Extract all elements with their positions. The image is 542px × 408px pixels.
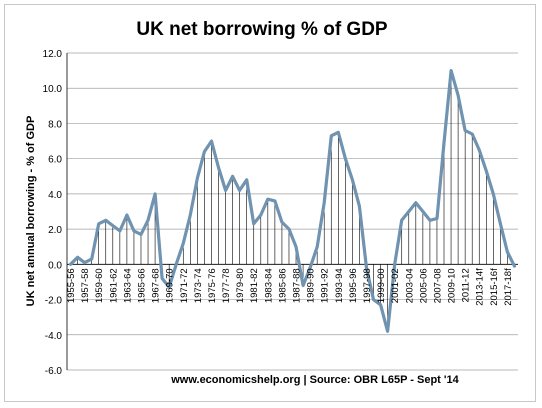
x-tick-label: 2007-08: [433, 268, 444, 303]
x-tick-label: 2005-06: [418, 268, 429, 303]
x-tick-label: 1995-96: [348, 268, 359, 303]
y-tick-label: 0.0: [48, 260, 62, 271]
x-tick-label: 2001-02: [390, 268, 401, 303]
x-tick-label: 1987-88: [292, 268, 303, 303]
x-tick-label: 1989-90: [306, 268, 317, 303]
series-line: [68, 68, 517, 333]
x-tick-label: 1965-66: [137, 268, 148, 303]
x-tick-label: 1959-60: [94, 268, 105, 303]
source-note: www.economicshelp.org | Source: OBR L65P…: [170, 374, 459, 386]
x-tick-label: 1975-76: [207, 268, 218, 303]
x-tick-label: 1997-98: [362, 268, 373, 303]
x-tick-label: 1979-80: [235, 268, 246, 303]
x-tick-label: 2003-04: [404, 268, 415, 303]
x-tick-label: 1983-84: [263, 268, 274, 303]
chart-title: UK net borrowing % of GDP: [136, 19, 388, 40]
chart-frame: [4, 4, 536, 402]
y-tick-label: -2.0: [45, 296, 63, 307]
x-tick-label: 1973-74: [193, 268, 204, 303]
x-tick-label: 1981-82: [249, 268, 260, 303]
y-tick-label: 8.0: [48, 119, 62, 130]
y-tick-label: 2.0: [48, 225, 62, 236]
x-tick-label: 2011-12: [461, 268, 472, 302]
x-tick-label: 1993-94: [334, 268, 345, 303]
x-tick-label: 1961-62: [108, 268, 119, 303]
y-tick-label: 12.0: [43, 49, 63, 60]
x-tick-label: 1963-64: [122, 268, 133, 303]
x-tick-label: 1985-86: [277, 268, 288, 303]
x-tick-label: 1991-92: [320, 268, 331, 303]
x-tick-label: 1971-72: [179, 268, 190, 303]
x-tick-label: 1999-00: [376, 268, 387, 303]
y-tick-label: -6.0: [45, 366, 63, 377]
x-tick-label: 2015-16f: [489, 268, 500, 306]
y-tick-label: 10.0: [43, 84, 63, 95]
x-tick-label: 2017-18f: [503, 268, 514, 306]
x-tick-label: 1967-68: [151, 268, 162, 303]
y-tick-label: 4.0: [48, 190, 62, 201]
x-tick-label: 1957-58: [80, 268, 91, 303]
y-axis-label: UK net annual borrowing - % of GDP: [25, 116, 37, 307]
y-tick-label: -4.0: [45, 331, 63, 342]
x-tick-label: 2009-10: [447, 268, 458, 303]
x-tick-label: 1977-78: [221, 268, 232, 303]
x-tick-label: 1969-70: [165, 268, 176, 303]
x-tick-label: 2013-14f: [475, 268, 486, 306]
x-tick-label: 1955-56: [66, 268, 77, 303]
y-tick-label: 6.0: [48, 155, 62, 166]
